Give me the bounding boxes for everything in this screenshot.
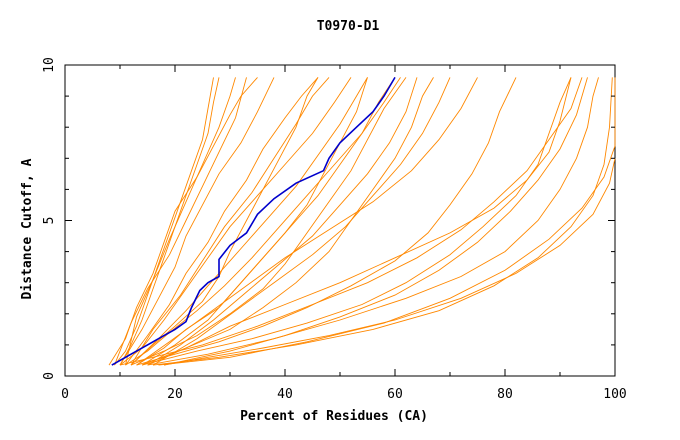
model-curve-10 <box>147 77 434 366</box>
model-curve-21 <box>152 77 451 366</box>
model-curve-2 <box>119 77 220 366</box>
model-curve-7 <box>125 77 319 366</box>
plot-area: 0 20 40 60 80 100 0 5 10 <box>42 57 627 402</box>
x-tick-label: 0 <box>61 387 69 402</box>
model-curve-24 <box>130 77 368 366</box>
model-curve-19 <box>125 77 236 366</box>
model-curve-23 <box>163 77 588 366</box>
x-axis-label: Percent of Residues (CA) <box>240 409 428 424</box>
model-curve-11 <box>136 77 517 366</box>
x-tick-label: 20 <box>167 387 183 402</box>
model-curve-4 <box>119 77 275 366</box>
y-axis-label: Distance Cutoff, A <box>20 158 35 299</box>
x-tick-label: 100 <box>603 387 626 402</box>
model-curve-27 <box>125 77 401 366</box>
x-tick-label: 60 <box>387 387 403 402</box>
highlight-curve <box>111 76 396 366</box>
model-curve-26 <box>147 77 418 366</box>
model-curve-12 <box>141 77 572 366</box>
model-curve-16 <box>141 77 572 366</box>
model-curve-22 <box>119 77 583 366</box>
plot-frame <box>64 64 616 377</box>
x-tick-label: 80 <box>497 387 513 402</box>
model-curve-13 <box>147 77 599 366</box>
model-curve-28 <box>163 158 616 366</box>
model-curve-5 <box>130 77 319 366</box>
x-tick-label: 40 <box>277 387 293 402</box>
model-curve-17 <box>136 77 478 366</box>
model-curve-14 <box>152 77 613 366</box>
model-curve-25 <box>119 77 352 366</box>
model-curve-15 <box>158 77 616 366</box>
model-curve-20 <box>130 77 330 366</box>
model-curve-3 <box>108 77 258 366</box>
model-curve-18 <box>114 77 247 366</box>
model-curve-8 <box>141 77 396 366</box>
y-tick-label: 10 <box>42 57 57 73</box>
model-curve-1 <box>114 77 214 366</box>
y-tick-label: 5 <box>42 217 57 225</box>
y-tick-label: 0 <box>42 372 57 380</box>
chart-title: T0970-D1 <box>317 19 380 34</box>
model-curve-9 <box>130 77 407 366</box>
